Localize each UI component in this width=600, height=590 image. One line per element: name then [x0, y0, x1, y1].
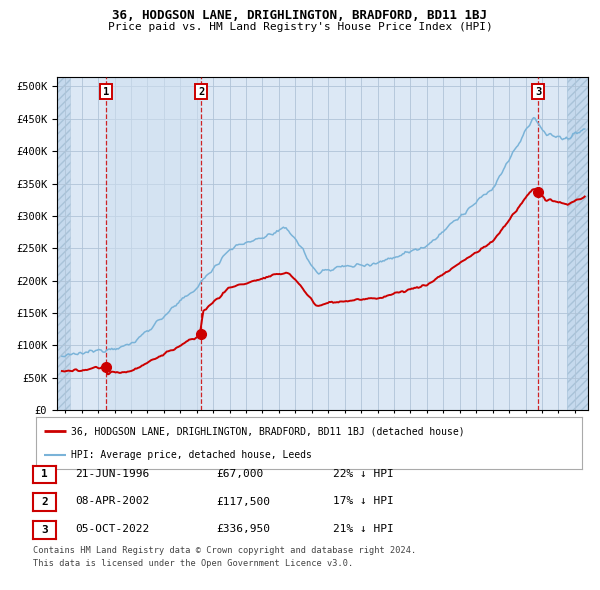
Text: 1: 1	[41, 470, 48, 479]
Text: 08-APR-2002: 08-APR-2002	[75, 497, 149, 506]
Text: 36, HODGSON LANE, DRIGHLINGTON, BRADFORD, BD11 1BJ (detached house): 36, HODGSON LANE, DRIGHLINGTON, BRADFORD…	[71, 426, 465, 436]
Bar	[568, 77, 588, 410]
Bar	[106, 77, 201, 410]
Text: £336,950: £336,950	[216, 525, 270, 534]
Text: 36, HODGSON LANE, DRIGHLINGTON, BRADFORD, BD11 1BJ: 36, HODGSON LANE, DRIGHLINGTON, BRADFORD…	[113, 9, 487, 22]
Text: 2: 2	[41, 497, 48, 507]
Text: HPI: Average price, detached house, Leeds: HPI: Average price, detached house, Leed…	[71, 450, 313, 460]
Text: 1: 1	[103, 87, 109, 97]
Text: 3: 3	[535, 87, 541, 97]
Text: 21% ↓ HPI: 21% ↓ HPI	[333, 525, 394, 534]
Text: 17% ↓ HPI: 17% ↓ HPI	[333, 497, 394, 506]
Text: 2: 2	[198, 87, 205, 97]
Text: £67,000: £67,000	[216, 469, 263, 478]
Text: 21-JUN-1996: 21-JUN-1996	[75, 469, 149, 478]
Text: Contains HM Land Registry data © Crown copyright and database right 2024.: Contains HM Land Registry data © Crown c…	[33, 546, 416, 555]
Text: £117,500: £117,500	[216, 497, 270, 506]
Bar	[57, 77, 70, 410]
Text: 05-OCT-2022: 05-OCT-2022	[75, 525, 149, 534]
Bar	[568, 77, 588, 410]
Text: This data is licensed under the Open Government Licence v3.0.: This data is licensed under the Open Gov…	[33, 559, 353, 568]
Bar	[57, 77, 70, 410]
Text: 3: 3	[41, 525, 48, 535]
Text: Price paid vs. HM Land Registry's House Price Index (HPI): Price paid vs. HM Land Registry's House …	[107, 22, 493, 32]
Text: 22% ↓ HPI: 22% ↓ HPI	[333, 469, 394, 478]
